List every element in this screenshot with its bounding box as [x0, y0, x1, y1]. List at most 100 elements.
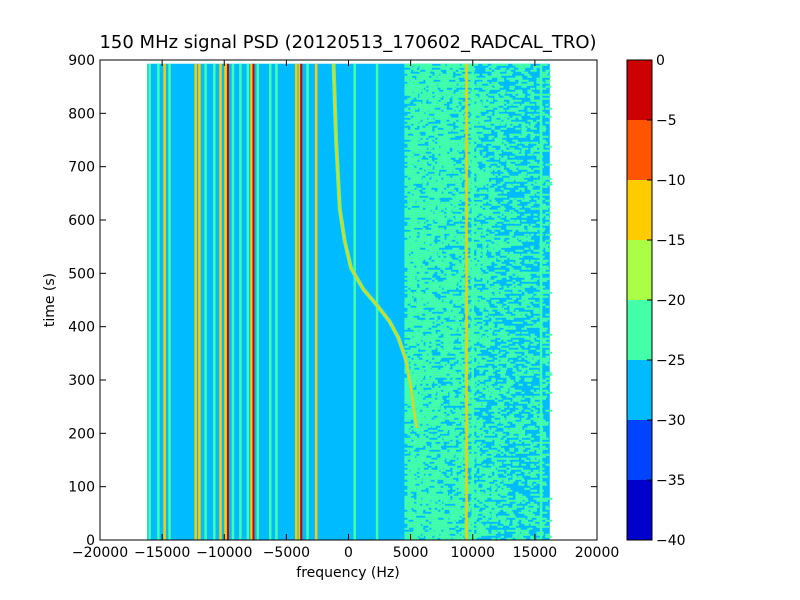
heatmap-cell	[422, 405, 427, 408]
heatmap-cell	[461, 249, 466, 252]
heatmap-cell	[527, 353, 534, 356]
heatmap-cell	[437, 355, 442, 358]
heatmap-cell	[488, 135, 495, 138]
heatmap-cell	[476, 385, 483, 388]
heatmap-cell	[491, 73, 495, 76]
heatmap-cell	[473, 377, 480, 380]
heatmap-cell	[440, 361, 447, 364]
heatmap-cell	[443, 221, 447, 224]
heatmap-cell	[416, 97, 422, 100]
heatmap-cell	[431, 363, 437, 366]
heatmap-cell	[461, 137, 466, 140]
heatmap-cell	[512, 203, 518, 206]
heatmap-cell	[545, 351, 553, 354]
heatmap-cell	[458, 257, 463, 260]
heatmap-cell	[509, 435, 515, 438]
heatmap-cell	[494, 451, 499, 454]
heatmap-cell	[545, 277, 550, 280]
heatmap-cell	[542, 267, 550, 270]
heatmap-cell	[413, 375, 417, 378]
heatmap-cell	[440, 139, 446, 142]
heatmap-cell	[476, 273, 482, 276]
heatmap-cell	[461, 115, 467, 118]
heatmap-cell	[422, 185, 428, 188]
heatmap-cell	[419, 421, 424, 424]
heatmap-cell	[485, 169, 489, 172]
heatmap-cell	[515, 175, 520, 178]
heatmap-cell	[512, 239, 519, 242]
heatmap-cell	[461, 195, 467, 198]
heatmap-cell	[410, 233, 416, 236]
heatmap-cell	[479, 397, 485, 400]
heatmap-cell	[425, 417, 431, 420]
heatmap-cell	[500, 449, 506, 452]
heatmap-cell	[497, 345, 502, 348]
heatmap-cell	[437, 177, 442, 180]
heatmap-cell	[542, 357, 550, 360]
heatmap-cell	[482, 255, 488, 258]
heatmap-cell	[521, 413, 528, 416]
heatmap-cell	[416, 87, 422, 90]
heatmap-cell	[404, 401, 408, 404]
heatmap-cell	[407, 305, 411, 308]
heatmap-cell	[542, 135, 549, 138]
heatmap-cell	[455, 303, 462, 306]
heatmap-cell	[497, 103, 502, 106]
heatmap-cell	[449, 75, 453, 78]
heatmap-cell	[479, 307, 484, 310]
heatmap-cell	[452, 309, 457, 312]
heatmap-cell	[419, 411, 424, 414]
heatmap-cell	[410, 235, 417, 238]
heatmap-cell	[437, 65, 442, 68]
heatmap-cell	[443, 123, 447, 126]
heatmap-cell	[452, 265, 458, 268]
heatmap-cell	[485, 75, 492, 78]
heatmap-cell	[437, 393, 444, 396]
heatmap-cell	[404, 179, 409, 182]
heatmap-cell	[467, 411, 472, 414]
heatmap-cell	[458, 249, 462, 252]
heatmap-cell	[530, 169, 534, 172]
heatmap-cell	[449, 305, 453, 308]
heatmap-cell	[494, 227, 501, 230]
heatmap-cell	[485, 367, 492, 370]
heatmap-cell	[482, 313, 489, 316]
heatmap-cell	[413, 335, 419, 338]
heatmap-cell	[458, 343, 463, 346]
heatmap-cell	[527, 153, 533, 156]
heatmap-cell	[530, 207, 537, 210]
heatmap-cell	[440, 201, 444, 204]
heatmap-cell	[482, 293, 489, 296]
heatmap-cell	[449, 143, 456, 146]
heatmap-cell	[500, 251, 505, 254]
heatmap-cell	[419, 97, 423, 100]
heatmap-cell	[515, 259, 522, 262]
heatmap-cell	[530, 403, 536, 406]
heatmap-cell	[494, 193, 498, 196]
heatmap-cell	[479, 147, 484, 150]
heatmap-cell	[422, 231, 428, 234]
heatmap-cell	[452, 465, 458, 468]
heatmap-cell	[425, 107, 430, 110]
heatmap-cell	[539, 445, 546, 448]
heatmap-cell	[419, 203, 425, 206]
heatmap-cell	[452, 199, 457, 202]
heatmap-cell	[425, 255, 431, 258]
heatmap-cell	[527, 293, 534, 296]
heatmap-cell	[437, 217, 443, 220]
heatmap-cell	[524, 367, 529, 370]
heatmap-cell	[455, 351, 460, 354]
heatmap-cell	[434, 229, 439, 232]
heatmap-cell	[518, 449, 523, 452]
heatmap-cell	[509, 147, 515, 150]
heatmap-cell	[440, 111, 447, 114]
heatmap-cell	[494, 255, 500, 258]
heatmap-cell	[467, 345, 471, 348]
heatmap-cell	[413, 451, 417, 454]
heatmap-cell	[488, 211, 493, 214]
heatmap-cell	[500, 325, 504, 328]
heatmap-cell	[509, 325, 516, 328]
heatmap-cell	[413, 245, 418, 248]
heatmap-cell	[467, 85, 473, 88]
heatmap-cell	[524, 335, 530, 338]
